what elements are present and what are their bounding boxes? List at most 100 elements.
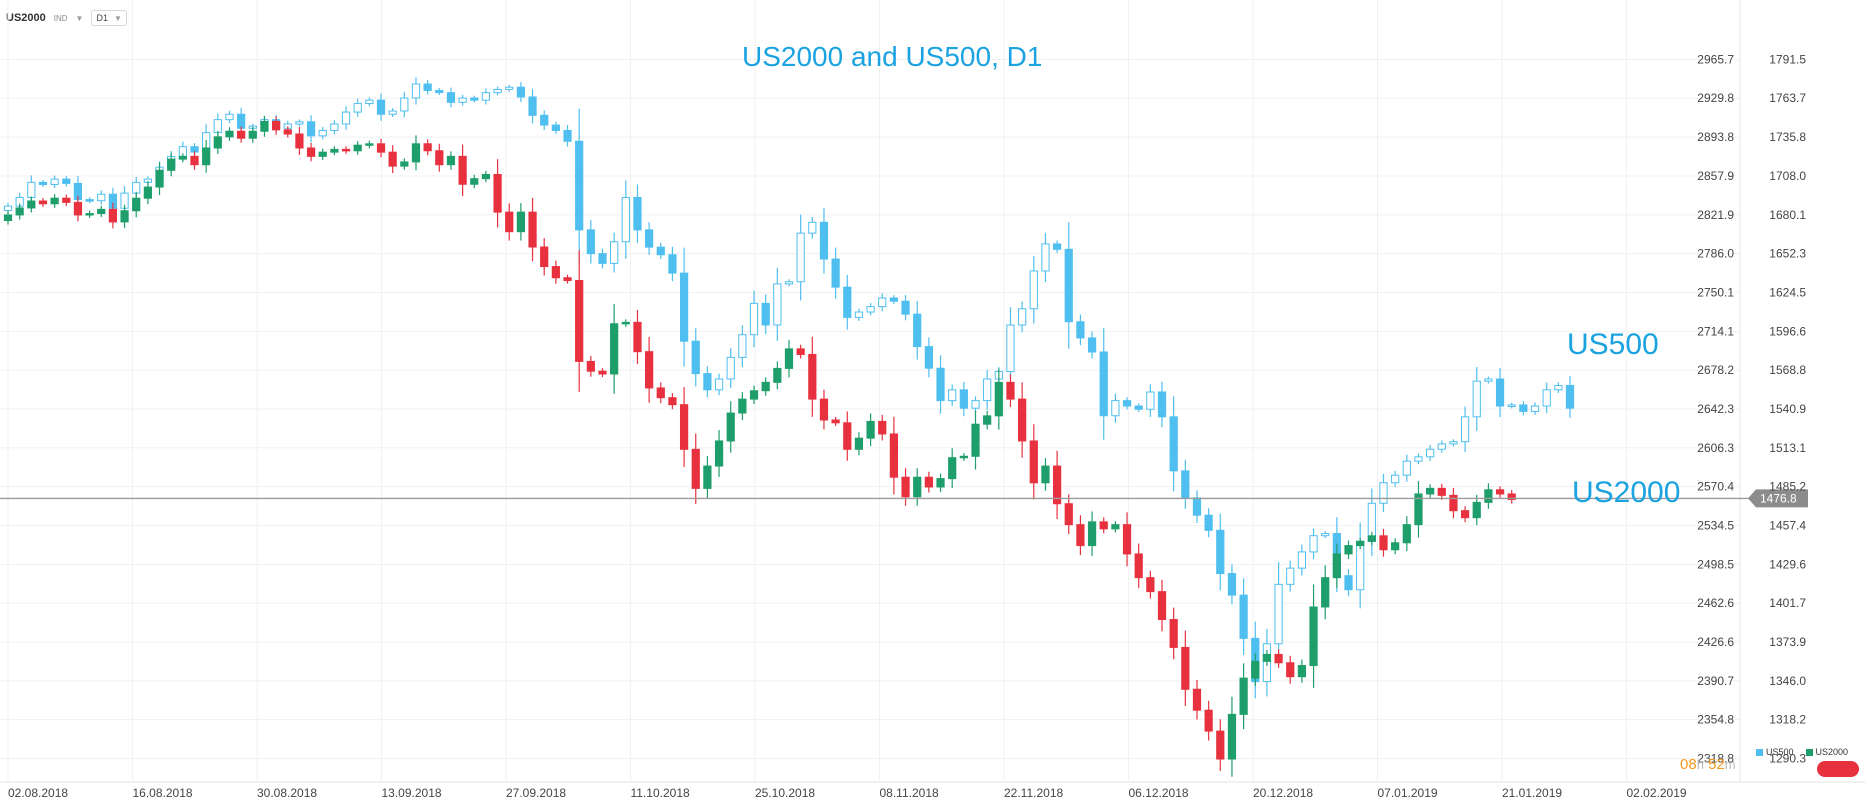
candle-body bbox=[1041, 243, 1050, 272]
candle-body bbox=[819, 221, 829, 260]
y-right-tick-label: 1401.7 bbox=[1769, 596, 1806, 610]
candle-body bbox=[1519, 404, 1528, 412]
candle-body bbox=[971, 423, 980, 457]
status-badge[interactable] bbox=[1817, 761, 1859, 777]
candle-body bbox=[738, 398, 747, 414]
candle-body bbox=[1204, 709, 1213, 732]
candle-countdown: 08h 52m bbox=[1680, 756, 1736, 773]
candle-body bbox=[1472, 380, 1481, 418]
candle-body bbox=[1169, 416, 1178, 472]
candle-body bbox=[143, 186, 152, 199]
candle-body bbox=[411, 143, 421, 163]
candle-body bbox=[1169, 619, 1178, 648]
candle-body bbox=[1391, 474, 1400, 484]
candle-body bbox=[1006, 381, 1015, 400]
candle-body bbox=[1391, 542, 1400, 551]
x-tick-label: 06.12.2018 bbox=[1129, 786, 1189, 800]
candle-body bbox=[1297, 665, 1307, 678]
candle-body bbox=[1286, 567, 1295, 585]
candle-body bbox=[1099, 351, 1108, 417]
legend-item-us500: US500 bbox=[1756, 747, 1794, 757]
x-tick-label: 13.09.2018 bbox=[382, 786, 442, 800]
candle-body bbox=[1332, 553, 1341, 579]
candle-body bbox=[1472, 501, 1481, 519]
candle-body bbox=[423, 83, 432, 91]
candle-body bbox=[1321, 533, 1330, 537]
candle-body bbox=[575, 280, 584, 362]
candle-body bbox=[388, 110, 397, 115]
y-right-tick-label: 1596.6 bbox=[1769, 324, 1806, 338]
candle-body bbox=[213, 136, 222, 149]
candle-body bbox=[959, 389, 968, 409]
candle-body bbox=[1367, 535, 1376, 542]
candle-body bbox=[283, 129, 292, 135]
symbol-label[interactable]: US2000 bbox=[6, 12, 46, 24]
candle-body bbox=[1437, 443, 1446, 450]
candle-body bbox=[948, 457, 957, 480]
candle-body bbox=[73, 201, 83, 216]
candle-body bbox=[1414, 456, 1423, 462]
candle-body bbox=[3, 214, 13, 222]
candle-body bbox=[1274, 653, 1283, 664]
candle-body bbox=[656, 387, 665, 399]
candle-body bbox=[668, 397, 677, 406]
candle-body bbox=[15, 207, 24, 216]
candle-body bbox=[1507, 404, 1516, 407]
y-left-tick-label: 2678.2 bbox=[1697, 363, 1734, 377]
y-right-tick-label: 1290.3 bbox=[1769, 752, 1806, 766]
candle-body bbox=[994, 381, 1003, 417]
candle-body bbox=[458, 97, 467, 103]
candle-body bbox=[633, 196, 642, 231]
candle-body bbox=[1379, 535, 1388, 551]
candle-body bbox=[1542, 389, 1551, 407]
candle-body bbox=[540, 114, 549, 126]
candle-body bbox=[225, 130, 234, 138]
y-right-tick-label: 1373.9 bbox=[1769, 635, 1806, 649]
y-right-tick-label: 1513.1 bbox=[1769, 441, 1806, 455]
candle-body bbox=[237, 113, 246, 129]
candle-body bbox=[1460, 416, 1470, 443]
timeframe-selector[interactable]: D1 ▼ bbox=[91, 10, 127, 26]
us2000-series bbox=[3, 115, 1516, 777]
candle-body bbox=[913, 476, 922, 498]
candle-body bbox=[318, 151, 327, 157]
candle-body bbox=[1565, 384, 1575, 409]
candle-body bbox=[202, 147, 211, 166]
legend-swatch-us2000 bbox=[1805, 748, 1813, 756]
x-tick-label: 02.02.2019 bbox=[1627, 786, 1687, 800]
candle-body bbox=[1064, 248, 1073, 323]
y-left-tick-label: 2786.0 bbox=[1697, 247, 1734, 261]
candle-body bbox=[1052, 465, 1062, 505]
y-left-tick-label: 2821.9 bbox=[1697, 208, 1734, 222]
candle-body bbox=[1449, 441, 1458, 445]
candle-body bbox=[819, 398, 829, 421]
candle-body bbox=[889, 433, 899, 478]
candle-body bbox=[365, 99, 374, 104]
x-tick-label: 30.08.2018 bbox=[257, 786, 317, 800]
candle-body bbox=[773, 367, 782, 383]
candle-body bbox=[959, 455, 968, 459]
candle-body bbox=[1181, 470, 1190, 499]
candle-body bbox=[1426, 487, 1435, 495]
candle-body bbox=[913, 313, 922, 348]
candle-body bbox=[1204, 514, 1213, 531]
candle-body bbox=[1181, 646, 1190, 690]
symbol-dropdown-icon[interactable]: ▼ bbox=[75, 13, 84, 23]
candle-body bbox=[761, 302, 770, 326]
candle-body bbox=[1076, 524, 1085, 547]
y-left-tick-label: 2929.8 bbox=[1697, 91, 1734, 105]
y-left-tick-label: 2498.5 bbox=[1697, 557, 1734, 571]
y-right-tick-label: 1791.5 bbox=[1769, 52, 1806, 66]
toolbar: US2000 IND ▼ D1 ▼ bbox=[6, 8, 127, 28]
candle-body bbox=[528, 211, 537, 248]
candle-body bbox=[563, 129, 572, 142]
candle-body bbox=[3, 205, 13, 211]
candle-body bbox=[796, 348, 805, 355]
candle-body bbox=[761, 381, 770, 392]
candle-body bbox=[120, 210, 129, 223]
candle-body bbox=[1006, 324, 1015, 372]
candle-body bbox=[889, 297, 899, 302]
candle-body bbox=[1321, 577, 1330, 608]
candle-body bbox=[773, 283, 782, 326]
